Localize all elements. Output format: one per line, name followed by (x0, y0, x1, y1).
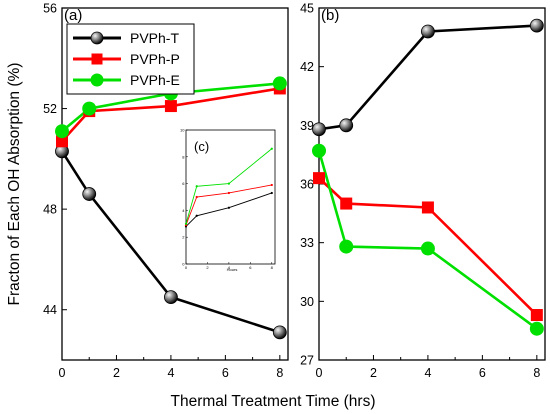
inset-x-tick-label: 0 (185, 265, 188, 270)
y-tick-label: 56 (43, 2, 57, 16)
inset-data-point (270, 183, 273, 187)
data-point (82, 187, 97, 201)
data-point (164, 100, 177, 113)
data-point (529, 321, 544, 336)
panel-b-ticks: 0 2 4 6 8 27 30 33 36 39 42 45 (300, 2, 540, 381)
panel-b-lines (317, 24, 538, 330)
legend-label: PVPh-E (130, 72, 180, 88)
data-point (339, 118, 354, 133)
series-line-0 (60, 150, 281, 334)
data-point (312, 122, 326, 137)
inset-x-tick-label: 4 (228, 265, 231, 270)
x-tick-label: 6 (479, 366, 486, 380)
legend-item-pvph-p: PVPh-P (73, 51, 180, 67)
panel-b-frame (318, 7, 546, 361)
inset-data-point (270, 147, 273, 150)
inset-series-line-0 (185, 192, 272, 227)
data-point (421, 24, 435, 39)
series-line-1 (61, 87, 281, 143)
inset-x-tick-label: 2 (206, 265, 209, 270)
inset-lines (184, 147, 273, 228)
data-point (56, 135, 68, 148)
inset-data-point (195, 214, 198, 217)
data-point (339, 239, 354, 254)
inset-y-tick-label: 4 (182, 208, 185, 213)
y-tick-label: 27 (300, 354, 314, 368)
y-tick-label: 36 (300, 178, 314, 192)
inset-data-point (270, 191, 273, 195)
inset-data-point (227, 191, 230, 195)
inset-y-tick-label: 6 (182, 181, 185, 186)
inset-y-tick-label: 0 (182, 262, 185, 267)
data-point (164, 290, 178, 305)
y-tick-label: 44 (43, 303, 57, 317)
data-point (529, 18, 544, 33)
panel-a-frame (61, 7, 289, 361)
panel-b: (b) 0 2 4 6 8 27 30 33 36 39 42 45 (300, 2, 546, 381)
legend-label: PVPh-P (130, 51, 180, 67)
series-line-2 (317, 150, 538, 330)
data-point (82, 101, 97, 116)
x-axis-label: Thermal Treatment Time (hrs) (171, 393, 376, 410)
legend-label: PVPh-T (130, 30, 179, 46)
x-tick-label: 4 (424, 366, 431, 380)
inset-y-tick-label: 8 (182, 154, 185, 159)
data-point (313, 172, 325, 185)
inset-data-point (195, 195, 198, 199)
panel-a-tag: (a) (64, 7, 82, 24)
inset-tag: (c) (194, 139, 209, 154)
y-axis-label: Fracton of Each OH Absorption (%) (6, 63, 23, 306)
y-tick-label: 42 (300, 60, 314, 74)
data-point (530, 309, 543, 322)
inset-series-line-1 (185, 184, 272, 226)
data-point (55, 124, 69, 139)
inset-x-tick-label: 8 (271, 265, 274, 270)
x-tick-label: 2 (113, 366, 120, 380)
inset-data-point (227, 206, 230, 209)
x-tick-label: 2 (370, 366, 377, 380)
x-tick-label: 4 (167, 366, 174, 380)
x-tick-label: 6 (222, 366, 229, 380)
legend: PVPh-T PVPh-P PVPh-E (66, 23, 195, 95)
inset-x-label: Hours (227, 267, 238, 272)
inset-series-line-2 (185, 148, 273, 224)
legend-item-pvph-t: PVPh-T (73, 30, 179, 46)
x-tick-label: 0 (316, 366, 323, 380)
data-point (272, 325, 287, 340)
legend-item-pvph-e: PVPh-E (73, 72, 180, 88)
data-point (312, 143, 326, 158)
inset-data-point (195, 185, 198, 188)
x-tick-label: 8 (276, 366, 283, 380)
inset-y-tick-label: 2 (182, 235, 185, 240)
y-tick-label: 33 (300, 236, 314, 250)
x-tick-label: 8 (533, 366, 540, 380)
inset-x-tick-label: 6 (249, 265, 252, 270)
y-tick-label: 30 (300, 295, 314, 309)
x-tick-label: 0 (59, 366, 66, 380)
panel-b-tag: (b) (321, 7, 339, 24)
data-point (421, 201, 434, 214)
series-line-0 (318, 24, 537, 131)
inset-y-tick-label: 10 (180, 128, 185, 133)
y-tick-label: 52 (43, 102, 57, 116)
series-line-2 (61, 82, 280, 133)
inset-data-point (184, 222, 188, 225)
data-point (340, 197, 353, 210)
inset-data-point (227, 182, 230, 185)
panel-a-lines (60, 82, 281, 334)
panel-b-markers (312, 18, 544, 336)
y-tick-label: 45 (300, 2, 314, 16)
y-tick-label: 39 (300, 119, 314, 133)
data-point (272, 76, 287, 91)
data-point (420, 241, 435, 256)
y-tick-label: 48 (43, 203, 57, 217)
series-line-1 (318, 177, 538, 316)
